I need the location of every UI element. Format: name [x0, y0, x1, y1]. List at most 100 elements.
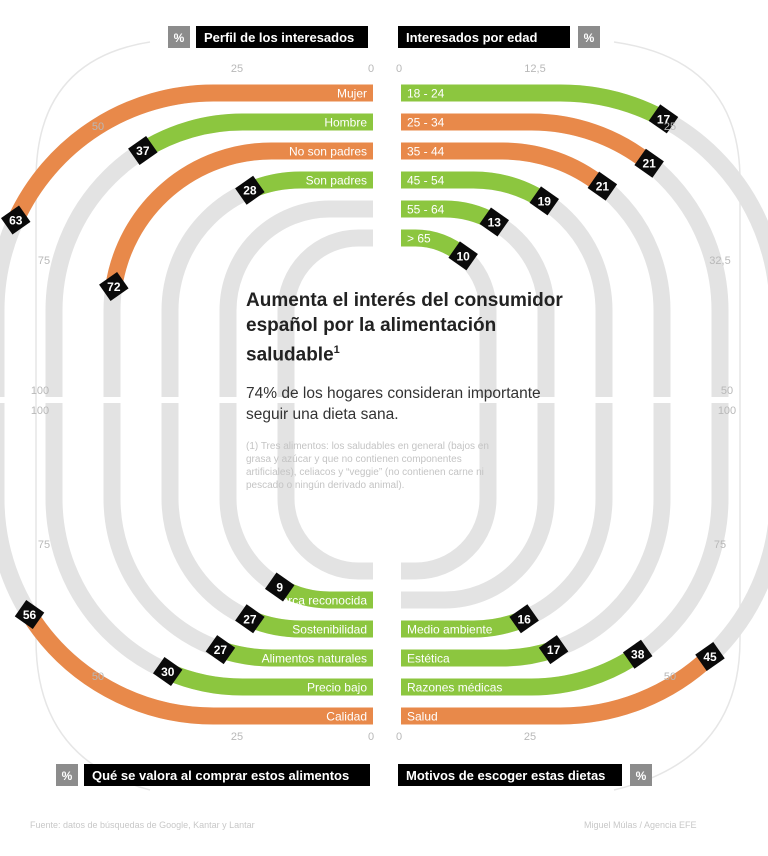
tick-label: 100: [31, 385, 49, 397]
bar-25-34: [401, 113, 655, 170]
tick-label: 32,5: [709, 255, 730, 267]
bar-18-24: [401, 84, 668, 127]
tick-label: 25: [664, 121, 676, 133]
value-badge: 19: [529, 186, 560, 216]
footnote: (1) Tres alimentos: los saludables en ge…: [246, 441, 489, 491]
value-label: 17: [547, 643, 561, 657]
main-subtitle: 74% de los hogares consideran importante…: [246, 385, 541, 423]
tick-label: 0: [368, 731, 374, 743]
unit-box: [578, 26, 600, 48]
value-label: 27: [214, 643, 228, 657]
tick-label: 25: [524, 731, 536, 743]
category-label: No son padres: [289, 145, 367, 159]
value-badge-box: [479, 207, 510, 237]
value-label: 28: [243, 184, 257, 198]
category-label: 55 - 64: [407, 203, 445, 217]
value-badge: 56: [14, 600, 45, 630]
category-label: Sostenibilidad: [292, 623, 367, 637]
tick-label: 50: [92, 121, 104, 133]
value-badge-box: [99, 271, 129, 301]
track-bg: [219, 200, 373, 397]
panel-header-title: Qué se valora al comprar estos alimentos: [92, 768, 349, 783]
tick-label: 0: [396, 731, 402, 743]
value-badge-box: [695, 641, 725, 671]
value-badge-box: [264, 572, 295, 602]
category-label: Estética: [407, 652, 450, 666]
tick-label: 75: [38, 539, 50, 551]
value-badge-box: [529, 186, 560, 216]
category-label: Mujer: [337, 87, 367, 101]
value-label: 13: [488, 216, 502, 230]
bar-hombre: [138, 113, 373, 158]
category-label: Marca reconocida: [272, 594, 368, 608]
value-label: 45: [703, 650, 717, 664]
tick-label: 75: [714, 539, 726, 551]
value-badge: 21: [634, 148, 664, 178]
outer-frame-left: [35, 41, 151, 791]
track-bg: [401, 403, 555, 609]
category-label: > 65: [407, 232, 431, 246]
category-label: 45 - 54: [407, 174, 445, 188]
panel-header-bg: [398, 26, 570, 48]
panel-header-bg: [84, 764, 370, 786]
value-badge: 16: [509, 604, 539, 634]
category-label: 35 - 44: [407, 145, 445, 159]
value-badge-box: [622, 639, 653, 669]
tick-label: 100: [31, 405, 49, 417]
tick-label: 0: [368, 63, 374, 75]
value-label: 63: [9, 213, 23, 227]
value-label: 37: [136, 144, 150, 158]
main-title: Aumenta el interés del consumidor españo…: [246, 290, 563, 366]
bar-35-44: [401, 142, 608, 193]
tick-label: 0: [396, 63, 402, 75]
value-label: 72: [107, 280, 121, 294]
category-labels: Mujer 63 Hombre 37 No son padres 72 Son padres…: [0, 87, 725, 724]
unit-box-label: %: [584, 31, 595, 45]
category-label: 18 - 24: [407, 87, 445, 101]
category-label: Salud: [407, 710, 438, 724]
value-label: 38: [631, 648, 645, 662]
chart-decoration: [35, 41, 741, 791]
value-badge-box: [509, 604, 539, 634]
value-label: 16: [517, 612, 531, 626]
value-badge-box: [0, 205, 31, 235]
value-badge-box: [538, 635, 569, 665]
category-label: 25 - 34: [407, 116, 445, 130]
credit-note: Miguel Múlas / Agencia EFE: [584, 820, 697, 830]
value-badge: 45: [695, 641, 725, 671]
value-badge: 17: [648, 104, 679, 134]
unit-box: [630, 764, 652, 786]
bar-salud: [401, 650, 716, 725]
value-badge: 38: [622, 639, 653, 669]
panel-header-title: Interesados por edad: [406, 30, 538, 45]
tick-label: 50: [664, 671, 676, 683]
category-label: Calidad: [326, 710, 367, 724]
value-badge-box: [14, 600, 45, 630]
bar-no-son-padres: [105, 142, 373, 288]
value-badge-box: [634, 148, 664, 178]
category-label: Hombre: [324, 116, 367, 130]
panel-header-title: Perfil de los interesados: [204, 30, 354, 45]
value-badge: 17: [538, 635, 569, 665]
unit-box-label: %: [636, 769, 647, 783]
value-badge: 10: [448, 241, 478, 271]
panel-header-title: Motivos de escoger estas dietas: [406, 768, 605, 783]
bar-mujer: [8, 84, 373, 224]
value-badge: 9: [264, 572, 295, 602]
value-badge-box: [235, 175, 265, 205]
value-badge: 30: [152, 657, 183, 687]
value-badge-box: [152, 657, 183, 687]
tick-label: 25: [231, 731, 243, 743]
category-label: Precio bajo: [307, 681, 367, 695]
tick-label: 50: [92, 671, 104, 683]
tick-label: 50: [721, 385, 733, 397]
panel-headers: Perfil de los interesados% Interesados po…: [56, 26, 652, 786]
track-bg: [277, 403, 373, 580]
value-label: 56: [23, 608, 37, 622]
data-bars: [8, 84, 716, 725]
bar-calidad: [22, 609, 373, 725]
track-bg: [277, 229, 373, 397]
value-label: 17: [657, 112, 671, 126]
value-badge-box: [648, 104, 679, 134]
value-badge-box: [587, 171, 618, 201]
